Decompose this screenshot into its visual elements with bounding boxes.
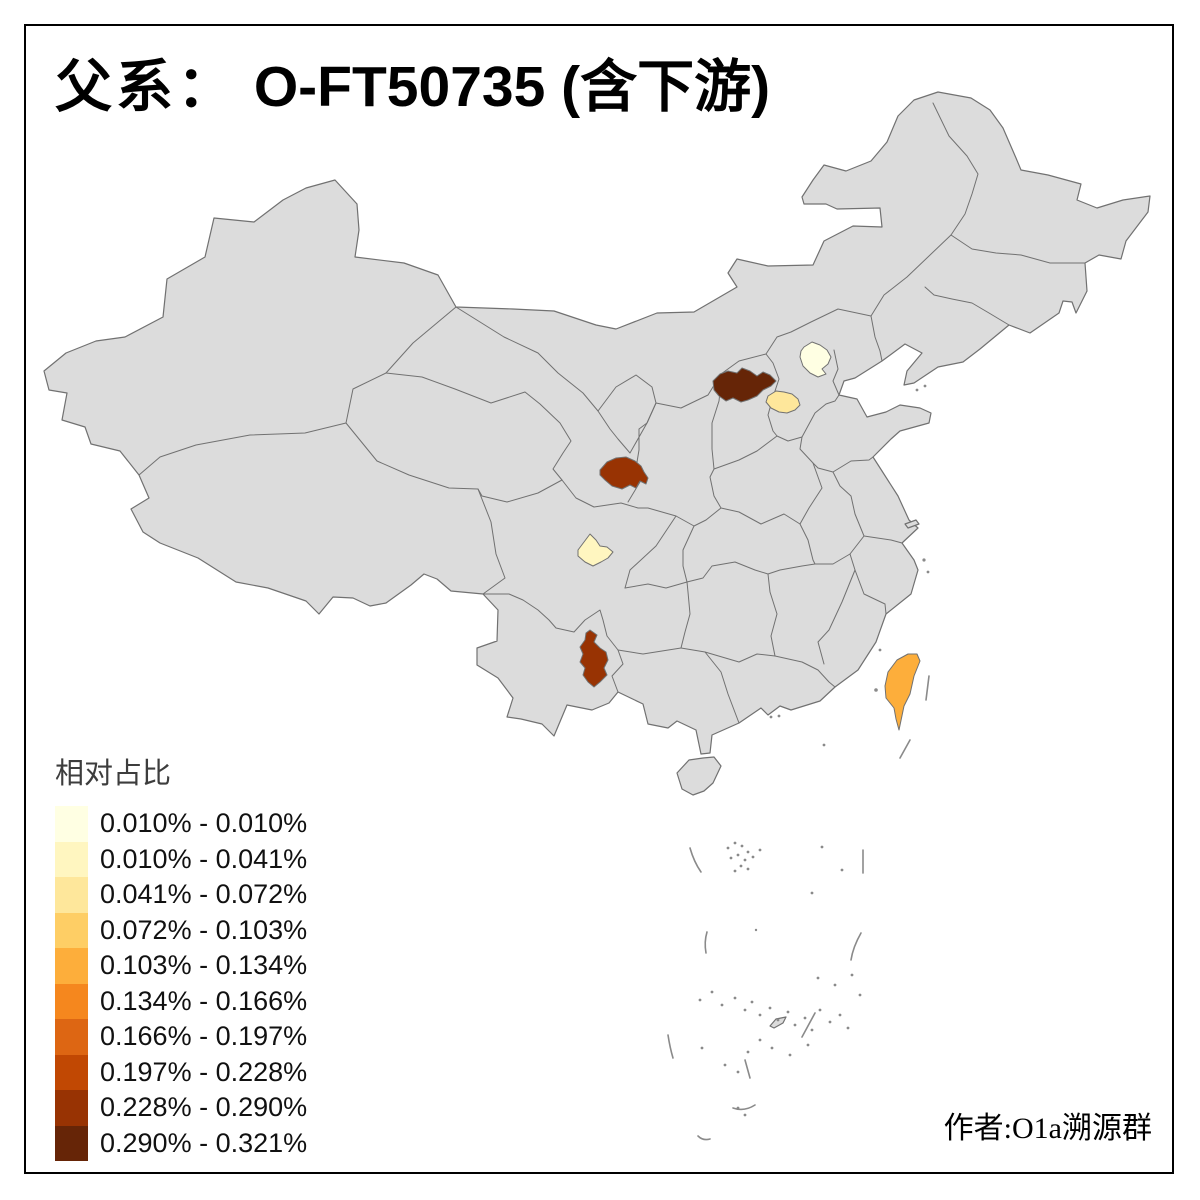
legend-class-label: 0.010% - 0.010% <box>100 808 308 838</box>
sea-islets-and-dashes <box>667 384 930 1141</box>
legend: 相对占比 0.010% - 0.010% 0.010% - 0.041% 0.041… <box>55 750 307 1161</box>
legend-color-swatch <box>55 841 88 877</box>
title-haplogroup: O-FT50735 (含下游) <box>253 55 771 119</box>
legend-color-swatch <box>55 877 88 913</box>
highlighted-regions <box>577 341 921 731</box>
legend-class-label: 0.228% - 0.290% <box>100 1092 308 1122</box>
legend-class-label: 0.166% - 0.197% <box>100 1021 308 1051</box>
frame <box>24 24 1174 1174</box>
legend-row: 0.072% - 0.103% <box>55 912 308 948</box>
legend-row: 0.010% - 0.041% <box>55 841 308 877</box>
legend-row: 0.134% - 0.166% <box>55 983 308 1019</box>
legend-class-label: 0.197% - 0.228% <box>100 1056 308 1087</box>
legend-row: 0.228% - 0.290% <box>55 1090 307 1126</box>
legend-row: 0.103% - 0.134% <box>55 948 307 984</box>
legend-color-swatch <box>55 983 88 1019</box>
legend-color-swatch <box>55 806 88 842</box>
highlight-region-southeast-gansu <box>599 456 649 490</box>
legend-color-swatch <box>55 948 88 984</box>
south-sea-islet <box>769 1016 787 1029</box>
legend-row: 0.197% - 0.228% <box>55 1054 308 1090</box>
highlight-region-chengdu <box>577 533 614 567</box>
legend-rows: 0.010% - 0.010% 0.010% - 0.041% 0.041% - 0… <box>55 806 307 1161</box>
legend-title: 相对占比 <box>55 758 172 790</box>
legend-color-swatch <box>55 1125 88 1161</box>
legend-class-label: 0.072% - 0.103% <box>100 914 308 945</box>
legend-color-swatch <box>55 912 88 948</box>
author-credit: 作者:O1a溯源群 <box>943 1112 1152 1145</box>
province-borders <box>138 102 1086 724</box>
legend-color-swatch <box>55 1019 88 1055</box>
legend-row: 0.041% - 0.072% <box>55 877 307 913</box>
legend-row: 0.290% - 0.321% <box>55 1125 308 1161</box>
legend-class-label: 0.041% - 0.072% <box>100 879 308 909</box>
highlight-region-north-shanxi <box>712 367 777 403</box>
legend-class-label: 0.134% - 0.166% <box>100 985 308 1016</box>
highlight-region-taiwan <box>884 653 921 731</box>
chongming-island <box>904 519 920 529</box>
legend-row: 0.010% - 0.010% <box>55 806 307 842</box>
page-title: 父系： O-FT50735 (含下游) <box>55 56 770 120</box>
legend-class-label: 0.290% - 0.321% <box>100 1127 308 1158</box>
hainan-island <box>676 756 722 796</box>
legend-class-label: 0.010% - 0.041% <box>100 843 308 874</box>
legend-row: 0.166% - 0.197% <box>55 1019 307 1055</box>
legend-color-swatch <box>55 1054 88 1090</box>
highlight-region-central-hebei <box>765 390 801 414</box>
title-prefix: 父系： <box>55 56 238 119</box>
highlight-region-beijing <box>799 341 832 378</box>
legend-color-swatch <box>55 1090 88 1126</box>
china-mainland <box>43 91 1151 755</box>
highlight-region-central-yunnan <box>579 629 609 688</box>
legend-class-label: 0.103% - 0.134% <box>100 950 308 980</box>
